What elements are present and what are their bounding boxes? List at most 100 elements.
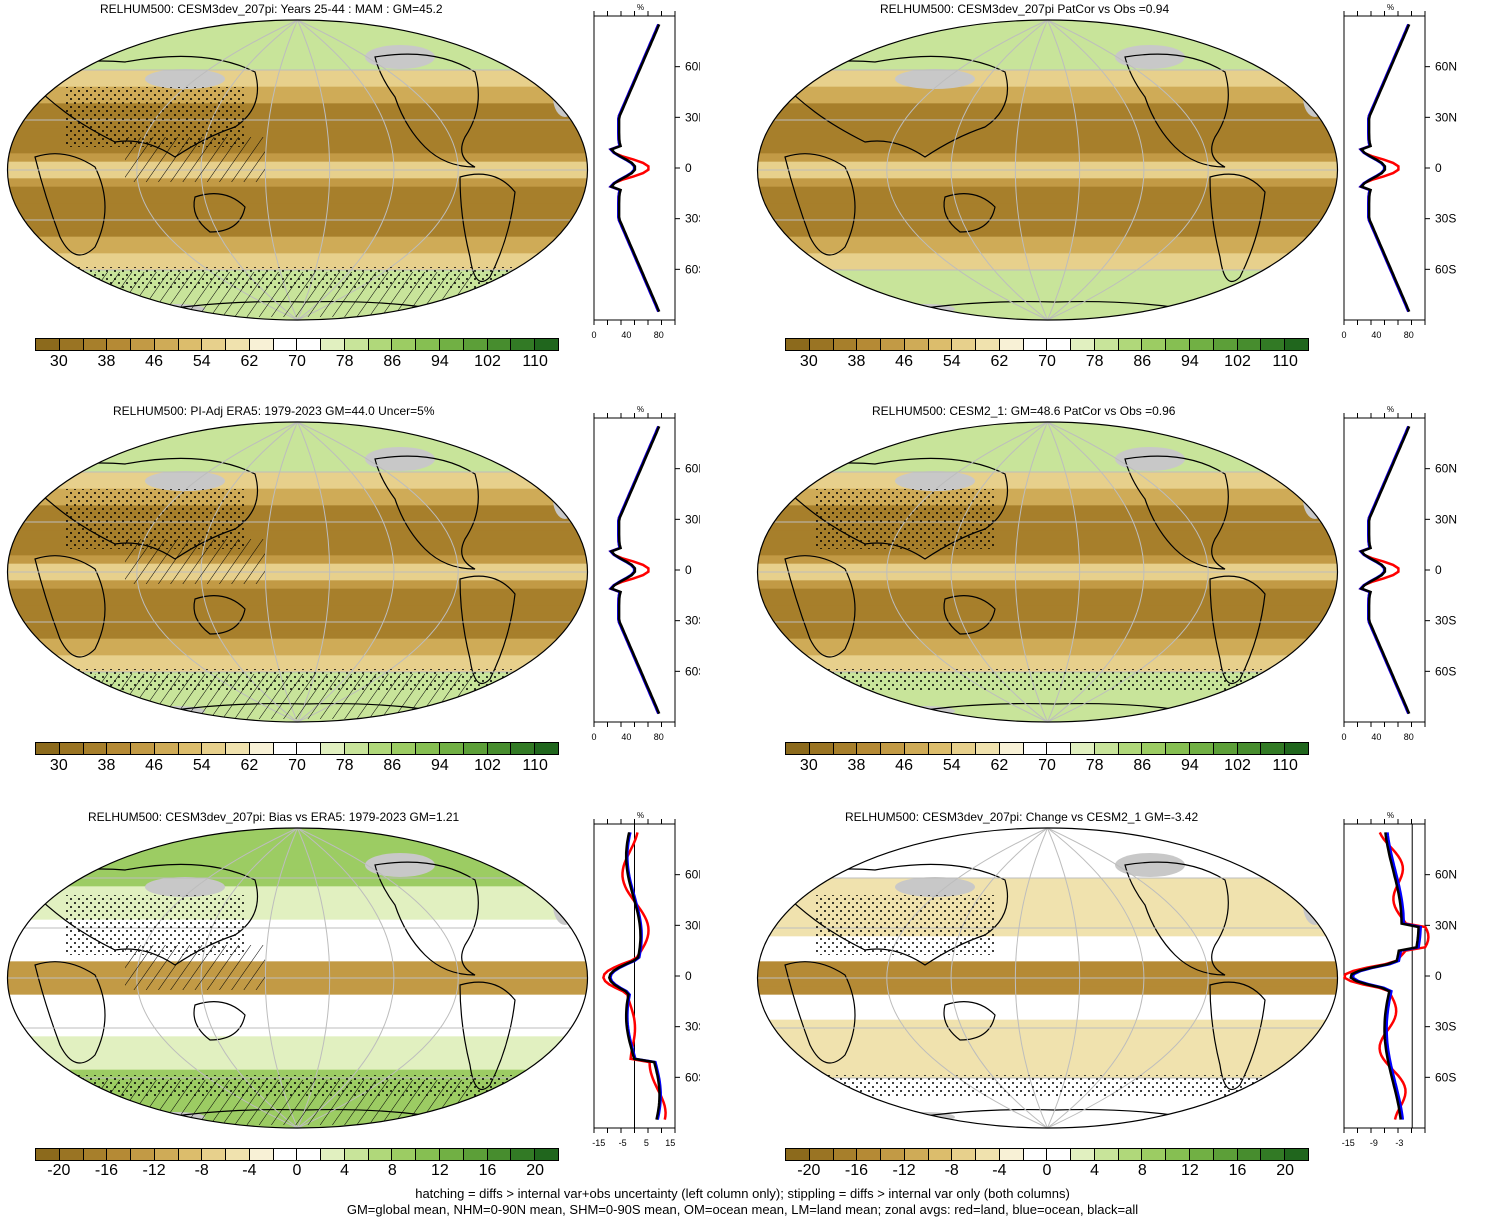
colorbar-swatch [273,1149,298,1160]
colorbar [35,338,559,351]
colorbar-label: 102 [1224,757,1251,774]
colorbar-swatch [392,743,417,754]
colorbar-label: 30 [49,353,68,370]
map-field [7,422,588,722]
colorbar-swatch [511,743,536,754]
map-field [757,20,1338,320]
x-tick-label: -3 [1395,1138,1403,1148]
lat-tick-label: 0 [1435,563,1442,577]
colorbar-swatch [535,1149,558,1160]
profile-unit: % [1387,3,1394,12]
colorbar-labels: 30 38 46 54 62 70 78 86 94 102 110 [35,757,559,777]
colorbar-label: 38 [847,353,866,370]
colorbar-swatch [202,1149,227,1160]
profile-unit: % [1387,405,1394,414]
lat-tick-label: 30N [1435,110,1457,124]
colorbar-swatch [1118,1149,1143,1160]
colorbar-swatch [881,339,905,350]
panel-title: RELHUM500: CESM2_1: GM=48.6 PatCor vs Ob… [872,404,1176,418]
map-cesm2 [756,421,1339,723]
colorbar-label: 54 [192,353,211,370]
profile-ocean [1351,832,1423,1120]
colorbar-swatch [1047,1149,1072,1160]
lat-tick-label: 60S [685,1070,700,1084]
lat-tick-label: 30N [685,110,700,124]
colorbar-swatch [1047,339,1072,350]
x-tick-label: 40 [1371,732,1381,742]
colorbar-swatch [487,1149,512,1160]
zonal-profile: % 60N 30N 0 30S 60S 0 40 80 [1341,405,1457,742]
colorbar-label: -20 [47,1162,71,1179]
colorbar-label: 30 [799,353,818,370]
colorbar-swatch [928,743,953,754]
lat-tick-label: 30S [1435,212,1456,226]
colorbar-swatch [131,1149,155,1160]
colorbar-swatch [511,1149,536,1160]
colorbar-swatch [226,743,250,754]
colorbar-labels: -20 -16 -12 -8 -4 0 4 8 12 16 20 [785,1162,1309,1182]
colorbar-label: 0 [1042,1162,1052,1179]
colorbar-label: 86 [1133,757,1152,774]
colorbar-swatch [392,1149,417,1160]
colorbar-swatch [297,1149,322,1160]
colorbar-swatch [809,743,834,754]
zonal-profile: % 60N 30N 0 30S 60S 0 40 80 [591,405,700,742]
lat-tick-label: 60S [685,664,700,678]
colorbar-swatch [535,339,558,350]
colorbar-label: 94 [1181,757,1199,774]
colorbar-swatch [1285,1149,1308,1160]
colorbar-swatch [1190,339,1214,350]
panel-title: RELHUM500: CESM3dev_207pi: Bias vs ERA5:… [88,810,460,824]
colorbar-swatch [297,339,322,350]
colorbar-swatch [833,339,858,350]
profile-land [1343,831,1430,1120]
colorbar-label: 94 [1181,353,1199,370]
colorbar-label: 86 [383,757,402,774]
colorbar-label: 46 [145,757,163,774]
profile-all [1359,23,1411,313]
colorbar-label: 46 [895,757,913,774]
colorbar-swatch [1071,339,1095,350]
colorbar-swatch [786,339,810,350]
x-tick-label: 0 [591,330,596,340]
colorbar-label: 8 [387,1162,397,1179]
colorbar-label: 94 [431,353,449,370]
colorbar-swatch [857,743,882,754]
colorbar-label: 78 [335,353,354,370]
x-tick-label: 15 [665,1138,675,1148]
colorbar-swatch [154,743,179,754]
colorbar-label: 110 [522,757,548,774]
panel-title: RELHUM500: CESM3dev_207pi PatCor vs Obs … [880,2,1170,16]
colorbar-swatch [1071,743,1095,754]
colorbar-swatch [1166,1149,1191,1160]
lat-tick-label: 60N [1435,462,1457,476]
colorbar-label: -8 [944,1162,959,1179]
lat-tick-label: 30S [685,1020,700,1034]
colorbar-swatch [202,743,227,754]
colorbar-swatch [952,339,977,350]
colorbar-label: -20 [797,1162,821,1179]
colorbar-swatch [833,1149,858,1160]
colorbar-labels: 30 38 46 54 62 70 78 86 94 102 110 [785,757,1309,777]
colorbar-label: 78 [1085,353,1104,370]
colorbar-swatch [83,339,108,350]
lat-tick-label: 30S [685,212,700,226]
profile-unit: % [637,3,644,12]
colorbar-label: 94 [431,757,449,774]
x-tick-label: -9 [1370,1138,1378,1148]
panel-title: RELHUM500: CESM3dev_207pi: Years 25-44 :… [100,2,443,16]
colorbar-swatch [511,339,536,350]
colorbar-swatch [107,743,132,754]
colorbar-swatch [416,743,441,754]
colorbar-swatch [463,339,488,350]
colorbar-swatch [154,1149,179,1160]
map-bias [6,827,589,1129]
lat-tick-label: 60S [1435,262,1456,276]
lat-tick-label: 60N [685,462,700,476]
colorbar-swatch [321,743,345,754]
profile-unit: % [1387,811,1394,820]
colorbar-swatch [809,1149,834,1160]
colorbar-label: 4 [1090,1162,1100,1179]
lat-tick-label: 60N [1435,868,1457,882]
lat-tick-label: 60S [1435,664,1456,678]
